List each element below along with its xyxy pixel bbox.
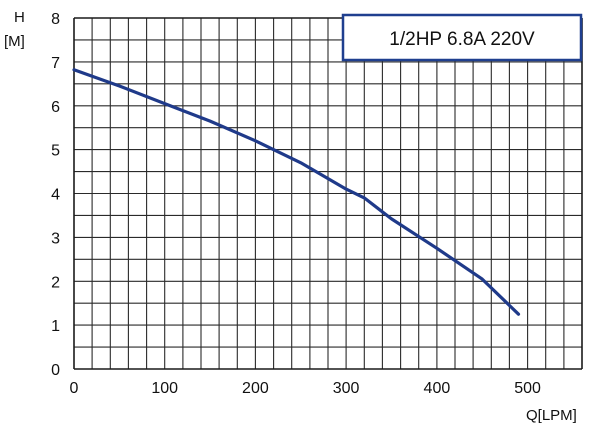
- data-point: [391, 218, 393, 220]
- y-tick-label: 5: [51, 143, 60, 160]
- y-tick-label: 6: [51, 99, 60, 116]
- y-tick-label: 3: [51, 230, 60, 247]
- data-point: [345, 188, 347, 190]
- series-layer: [72, 68, 521, 316]
- x-tick-label: 300: [333, 380, 360, 397]
- y-tick-label: 2: [51, 274, 60, 291]
- data-point: [481, 278, 483, 280]
- y-axis-label-line2: [M]: [4, 33, 25, 50]
- spec-box-border: [341, 13, 583, 62]
- series-line: [72, 68, 521, 316]
- data-point: [73, 69, 75, 71]
- data-point: [209, 120, 211, 122]
- y-axis-label-line1: H: [14, 9, 25, 26]
- data-point: [255, 140, 257, 142]
- x-tick-label: 100: [151, 380, 178, 397]
- y-tick-label: 7: [51, 55, 60, 72]
- x-tick-label: 500: [514, 380, 541, 397]
- x-tick-label: 400: [424, 380, 451, 397]
- y-tick-label: 4: [51, 187, 60, 204]
- x-tick-label: 200: [242, 380, 269, 397]
- data-point: [364, 197, 366, 199]
- data-point: [164, 103, 166, 105]
- data-point: [518, 313, 520, 315]
- x-axis-label: Q[LPM]: [526, 407, 577, 424]
- spec-box: 1/2HP 6.8A 220V: [341, 13, 583, 62]
- y-tick-label: 1: [51, 318, 60, 335]
- x-tick-label: 0: [70, 380, 79, 397]
- y-tick-label: 0: [51, 362, 60, 379]
- spec-text: 1/2HP 6.8A 220V: [389, 29, 535, 50]
- tick-labels: 0 100 200 300 400 500 0 1 2 3 4 5 6 7 8: [51, 11, 541, 397]
- y-tick-label: 8: [51, 11, 60, 28]
- data-point: [300, 162, 302, 164]
- data-point: [119, 85, 121, 87]
- data-point: [436, 248, 438, 250]
- grid: [74, 18, 582, 369]
